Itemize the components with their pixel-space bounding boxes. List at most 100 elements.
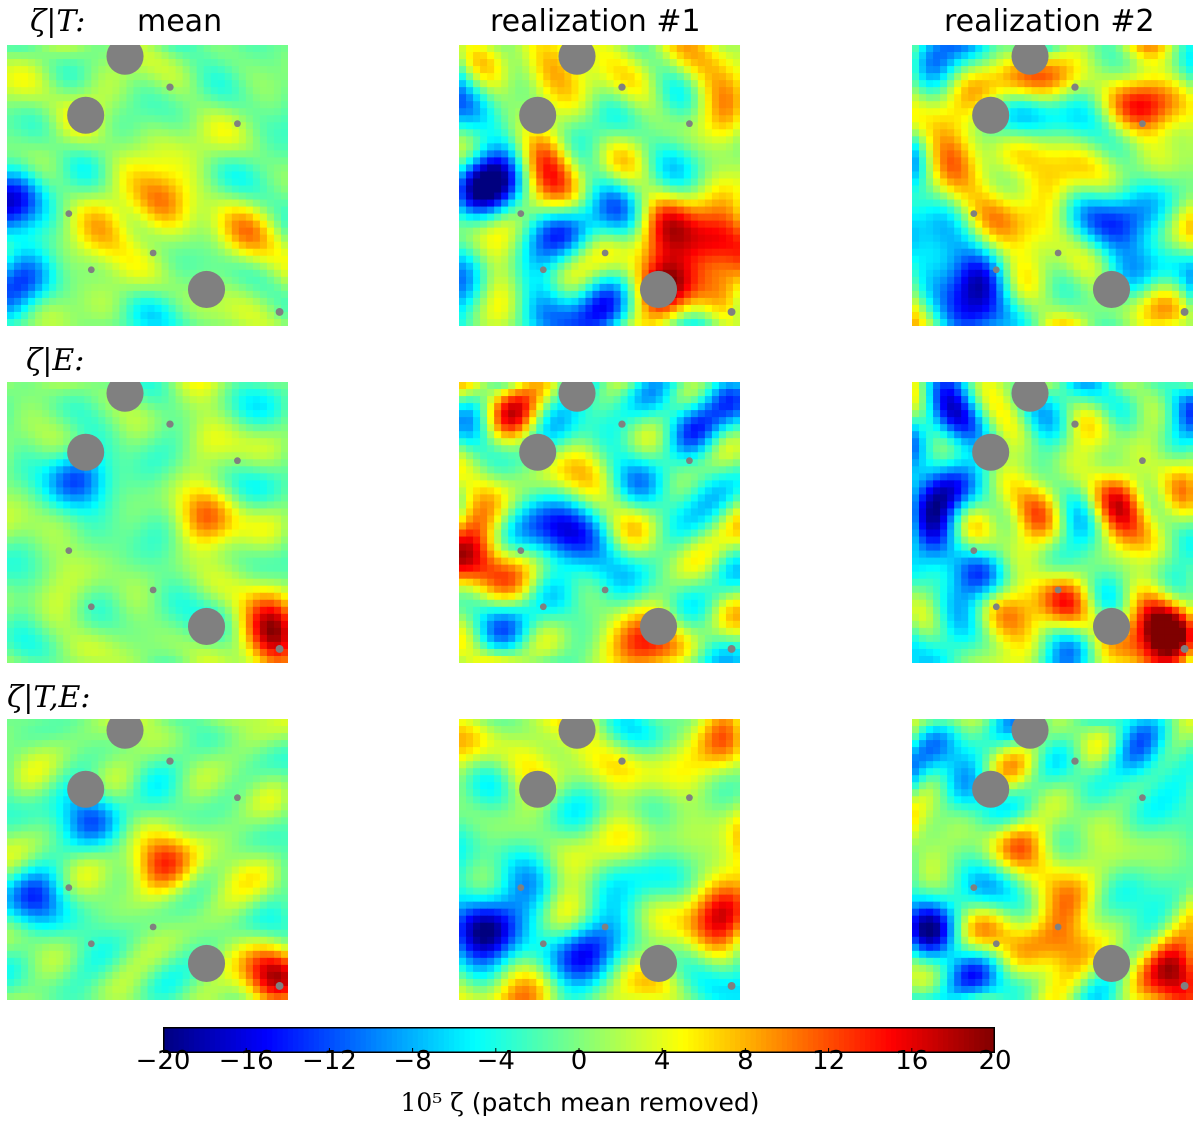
heatmap-cell xyxy=(613,171,622,180)
heatmap-cell xyxy=(1108,94,1117,102)
heatmap-cell xyxy=(112,122,121,130)
heatmap-cell xyxy=(655,80,664,88)
heatmap-cell xyxy=(480,185,488,194)
heatmap-cell xyxy=(1108,185,1117,194)
heatmap-cell xyxy=(280,234,288,243)
heatmap-cell xyxy=(196,213,205,222)
heatmap-cell xyxy=(982,213,990,222)
heatmap-cell xyxy=(21,290,29,299)
heatmap-cell xyxy=(940,297,948,306)
heatmap-cell xyxy=(543,227,551,236)
heatmap-cell xyxy=(543,206,551,215)
heatmap-cell xyxy=(56,73,64,81)
heatmap-cell xyxy=(933,115,941,123)
heatmap-cell xyxy=(480,66,488,74)
heatmap-cell xyxy=(641,80,650,88)
heatmap-cell xyxy=(996,269,1004,278)
heatmap-cell xyxy=(1101,255,1110,264)
heatmap-cell xyxy=(1010,220,1018,229)
heatmap-cell xyxy=(1066,178,1075,187)
heatmap-cell xyxy=(196,403,205,411)
heatmap-cell xyxy=(1108,122,1117,130)
heatmap-cell xyxy=(1108,262,1117,271)
heatmap-cell xyxy=(189,150,198,159)
heatmap-cell xyxy=(515,248,523,257)
heatmap-cell xyxy=(133,262,142,271)
heatmap-cell xyxy=(1143,87,1152,95)
heatmap-cell xyxy=(557,276,565,285)
heatmap-cell xyxy=(133,199,142,208)
heatmap-cell xyxy=(1066,185,1075,194)
heatmap-cell xyxy=(56,396,64,404)
heatmap-cell xyxy=(627,241,636,250)
heatmap-cell xyxy=(147,234,156,243)
heatmap-cell xyxy=(1094,178,1103,187)
heatmap-cell xyxy=(49,66,57,74)
heatmap-cell xyxy=(42,73,50,81)
heatmap-cell xyxy=(1129,255,1138,264)
heatmap-cell xyxy=(711,241,720,250)
heatmap-cell xyxy=(77,213,85,222)
heatmap-cell xyxy=(1171,136,1180,144)
heatmap-cell xyxy=(690,206,699,215)
heatmap-cell xyxy=(63,136,71,144)
heatmap-cell xyxy=(35,45,43,53)
heatmap-cell xyxy=(968,136,976,144)
heatmap-cell xyxy=(21,94,29,102)
heatmap-cell xyxy=(252,80,261,88)
heatmap-cell xyxy=(273,129,282,137)
heatmap-cell xyxy=(564,94,573,102)
heatmap-cell xyxy=(599,290,608,299)
heatmap-cell xyxy=(711,283,720,292)
heatmap-cell xyxy=(231,234,240,243)
heatmap-cell xyxy=(266,269,275,278)
heatmap-cell xyxy=(919,157,927,166)
heatmap-cell xyxy=(501,220,509,229)
heatmap-cell xyxy=(77,143,85,151)
heatmap-cell xyxy=(1143,297,1152,306)
heatmap-cell xyxy=(697,213,706,222)
heatmap-cell xyxy=(42,136,50,144)
heatmap-cell xyxy=(154,45,163,53)
heatmap-cell xyxy=(732,255,740,264)
heatmap-cell xyxy=(1094,213,1103,222)
heatmap-cell xyxy=(926,192,934,201)
heatmap-cell xyxy=(98,143,106,151)
heatmap-cell xyxy=(224,262,233,271)
heatmap-cell xyxy=(1150,150,1159,159)
heatmap-cell xyxy=(912,171,920,180)
heatmap-cell xyxy=(501,199,509,208)
heatmap-cell xyxy=(1185,115,1193,123)
heatmap-cell xyxy=(280,94,288,102)
heatmap-cell xyxy=(49,101,57,109)
heatmap-cell xyxy=(982,290,990,299)
heatmap-cell xyxy=(480,164,488,173)
heatmap-cell xyxy=(210,178,219,187)
heatmap-cell xyxy=(1164,136,1173,144)
heatmap-cell xyxy=(1115,129,1124,137)
heatmap-cell xyxy=(459,87,467,95)
heatmap-cell xyxy=(690,248,699,257)
heatmap-cell xyxy=(175,192,184,201)
heatmap-cell xyxy=(947,255,955,264)
heatmap-cell xyxy=(536,143,544,151)
heatmap-cell xyxy=(968,311,976,320)
heatmap-cell xyxy=(147,241,156,250)
heatmap-cell xyxy=(1150,136,1159,144)
heatmap-cell xyxy=(690,157,699,166)
heatmap-cell xyxy=(189,80,198,88)
heatmap-cell xyxy=(1157,157,1166,166)
heatmap-cell xyxy=(522,157,530,166)
heatmap-cell xyxy=(732,45,740,53)
heatmap-cell xyxy=(168,269,177,278)
heatmap-cell xyxy=(961,122,969,130)
heatmap-cell xyxy=(7,206,15,215)
heatmap-cell xyxy=(578,297,587,306)
heatmap-cell xyxy=(954,136,962,144)
heatmap-cell xyxy=(1101,66,1110,74)
heatmap-cell xyxy=(690,66,699,74)
heatmap-cell xyxy=(669,262,678,271)
heatmap-cell xyxy=(1115,101,1124,109)
heatmap-cell xyxy=(70,276,78,285)
heatmap-cell xyxy=(912,178,920,187)
